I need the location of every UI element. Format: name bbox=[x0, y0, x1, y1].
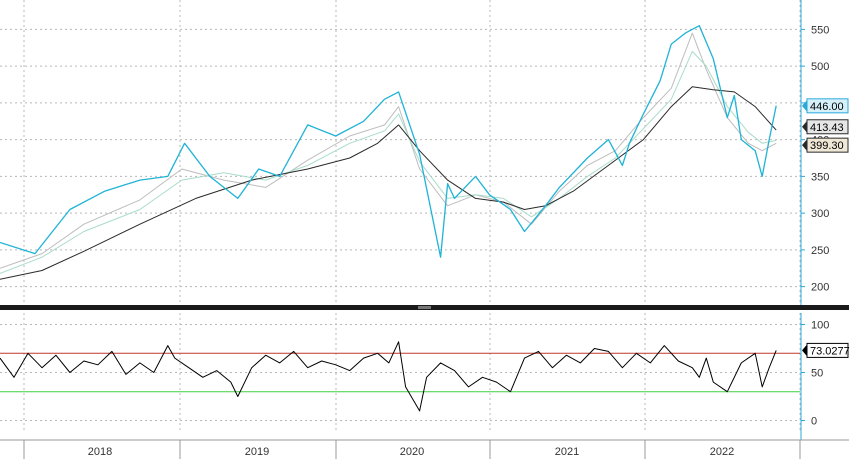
price-last-badge-text: 446.00 bbox=[810, 101, 844, 113]
series-line-ma-mid bbox=[0, 50, 777, 274]
ma-mid-last-badge-box bbox=[806, 137, 849, 153]
ma-mid-last-badge: 399.30 bbox=[802, 137, 849, 153]
price-last-badge-box bbox=[806, 98, 849, 114]
price-tick-label: 250 bbox=[811, 245, 829, 257]
price-last-badge: 446.00 bbox=[802, 98, 849, 114]
ma-slow-last-badge-text: 413.43 bbox=[810, 122, 844, 134]
x-tick-label: 2022 bbox=[710, 446, 734, 458]
rsi-last-badge: 73.0277 bbox=[802, 342, 849, 358]
price-tick-label: 500 bbox=[811, 61, 829, 73]
price-tick-label: 350 bbox=[811, 171, 829, 183]
rsi-tick-label: 100 bbox=[811, 320, 829, 332]
series-line-price bbox=[0, 25, 777, 258]
rsi-last-badge-box bbox=[806, 342, 849, 358]
x-tick-label: 2020 bbox=[400, 446, 424, 458]
series-lines bbox=[0, 25, 777, 412]
price-tick-label: 300 bbox=[811, 208, 829, 220]
rsi-tick-label: 50 bbox=[811, 368, 823, 380]
price-tick-label: 550 bbox=[811, 24, 829, 36]
x-tick-label: 2019 bbox=[245, 446, 269, 458]
rsi-last-badge-text: 73.0277 bbox=[810, 345, 849, 357]
series-line-rsi bbox=[0, 341, 777, 412]
series-line-ma-fast bbox=[0, 32, 777, 269]
x-tick-label: 2021 bbox=[555, 446, 579, 458]
series-line-ma-slow bbox=[0, 86, 777, 280]
rsi-tick-label: 0 bbox=[811, 415, 817, 427]
last-value-badges: 446.00 413.43 399.30 73.0277 bbox=[802, 98, 849, 358]
ma-slow-last-badge: 413.43 bbox=[802, 119, 849, 135]
ma-mid-last-badge-text: 399.30 bbox=[810, 140, 844, 152]
price-tick-label: 200 bbox=[811, 282, 829, 294]
divider-grip[interactable] bbox=[418, 306, 431, 309]
x-tick-label: 2018 bbox=[88, 446, 112, 458]
grid-lines bbox=[0, 0, 801, 432]
ma-slow-last-badge-box bbox=[806, 119, 849, 135]
